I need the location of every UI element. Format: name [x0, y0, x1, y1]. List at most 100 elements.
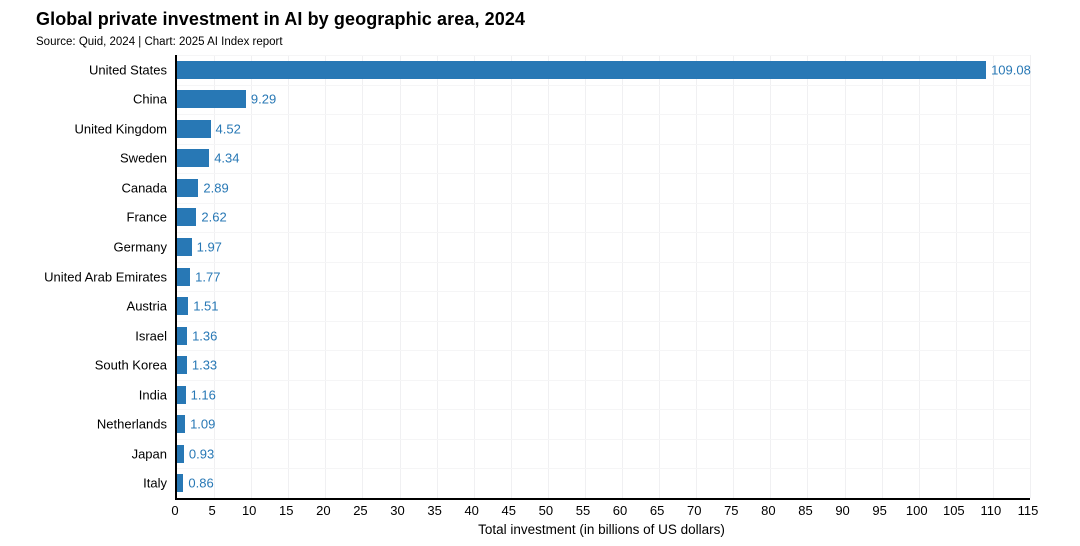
bar [177, 149, 210, 168]
x-tick-label: 55 [575, 503, 591, 518]
gridline-vertical [436, 55, 438, 498]
category-label: Netherlands [96, 416, 167, 432]
x-axis-label: Total investment (in billions of US doll… [478, 522, 725, 537]
gridline-horizontal [177, 55, 1030, 56]
gridline-vertical [399, 55, 401, 498]
value-label: 1.77 [195, 269, 221, 284]
category-label: Canada [121, 180, 167, 196]
bar [177, 178, 199, 197]
bar [177, 356, 187, 375]
x-tick-label: 15 [279, 503, 294, 518]
bar [177, 237, 192, 256]
gridline-vertical [807, 55, 809, 498]
bar [177, 474, 184, 493]
gridline-vertical [844, 55, 846, 498]
x-tick-label: 20 [316, 503, 331, 518]
value-label: 109.08 [991, 62, 1031, 78]
x-tick-label: 50 [538, 503, 554, 518]
gridline-horizontal [177, 438, 1030, 440]
gridline-horizontal [177, 409, 1030, 411]
category-label: Italy [143, 475, 167, 491]
x-tick-label: 25 [353, 503, 368, 518]
value-label: 1.09 [190, 416, 216, 432]
gridline-vertical [362, 55, 364, 498]
value-label: 1.97 [196, 239, 222, 255]
gridline-horizontal [177, 232, 1030, 234]
x-tick-label: 10 [241, 503, 257, 518]
value-label: 0.93 [188, 446, 215, 462]
value-label: 1.51 [193, 298, 219, 314]
bar [177, 385, 186, 404]
bar [177, 208, 197, 227]
gridline-horizontal [177, 261, 1030, 263]
category-label: United Kingdom [74, 121, 168, 137]
gridline-horizontal [177, 143, 1030, 145]
gridline-horizontal [177, 350, 1030, 352]
category-label: South Korea [94, 357, 167, 373]
gridline-vertical [325, 55, 327, 498]
gridline-horizontal [177, 291, 1030, 293]
x-tick-label: 105 [942, 503, 965, 518]
x-tick-label: 45 [501, 503, 517, 518]
value-label: 1.16 [190, 387, 216, 403]
chart-title: Global private investment in AI by geogr… [36, 9, 526, 29]
x-tick-label: 30 [390, 503, 405, 518]
x-tick-label: 80 [761, 503, 776, 518]
bar [177, 326, 188, 345]
category-label: Israel [135, 328, 167, 344]
gridline-horizontal [177, 173, 1030, 175]
category-label: United Arab Emirates [44, 269, 167, 284]
category-label: Austria [126, 298, 167, 314]
gridline-horizontal [177, 114, 1030, 116]
x-tick-label: 75 [724, 503, 739, 518]
gridline-vertical [992, 55, 994, 498]
value-label: 2.62 [201, 209, 227, 225]
bar [177, 60, 987, 79]
gridline-vertical [251, 55, 253, 498]
gridline-vertical [696, 55, 698, 498]
value-label: 1.33 [191, 357, 218, 373]
value-label: 0.86 [188, 475, 214, 491]
x-tick-label: 40 [464, 503, 479, 518]
gridline-horizontal [177, 379, 1030, 381]
gridline-vertical [547, 55, 549, 498]
bar [177, 415, 186, 434]
x-tick-label: 60 [612, 503, 628, 518]
gridline-vertical [510, 55, 512, 498]
chart-subtitle: Source: Quid, 2024 | Chart: 2025 AI Inde… [36, 36, 283, 48]
x-tick-label: 115 [1017, 503, 1039, 518]
category-label: China [133, 91, 167, 107]
x-tick-label: 95 [872, 503, 887, 518]
x-tick-label: 5 [208, 503, 216, 518]
gridline-vertical [214, 55, 216, 498]
gridline-vertical [1030, 55, 1031, 498]
value-label: 1.36 [192, 328, 218, 344]
gridline-vertical [473, 55, 475, 498]
bar [177, 297, 189, 316]
bar [177, 119, 211, 138]
x-tick-label: 0 [171, 503, 179, 518]
gridline-vertical [288, 55, 290, 498]
gridline-horizontal [177, 468, 1030, 470]
x-tick-label: 35 [427, 503, 442, 518]
bar [177, 267, 191, 286]
category-label: United States [88, 62, 167, 78]
gridline-vertical [918, 55, 920, 498]
bar [177, 444, 184, 463]
value-label: 2.89 [203, 180, 229, 196]
x-tick-label: 100 [905, 503, 928, 518]
gridline-vertical [881, 55, 883, 498]
value-label: 4.52 [215, 121, 241, 137]
category-label: Sweden [120, 150, 167, 166]
category-label: France [126, 209, 167, 225]
value-label: 4.34 [214, 150, 240, 166]
gridline-vertical [733, 55, 735, 498]
gridline-vertical [770, 55, 772, 498]
gridline-horizontal [177, 320, 1030, 322]
gridline-vertical [659, 55, 661, 498]
x-tick-label: 110 [980, 503, 1002, 518]
gridline-vertical [955, 55, 957, 498]
x-tick-label: 65 [649, 503, 665, 518]
x-tick-label: 90 [835, 503, 850, 518]
x-tick-label: 70 [686, 503, 702, 518]
